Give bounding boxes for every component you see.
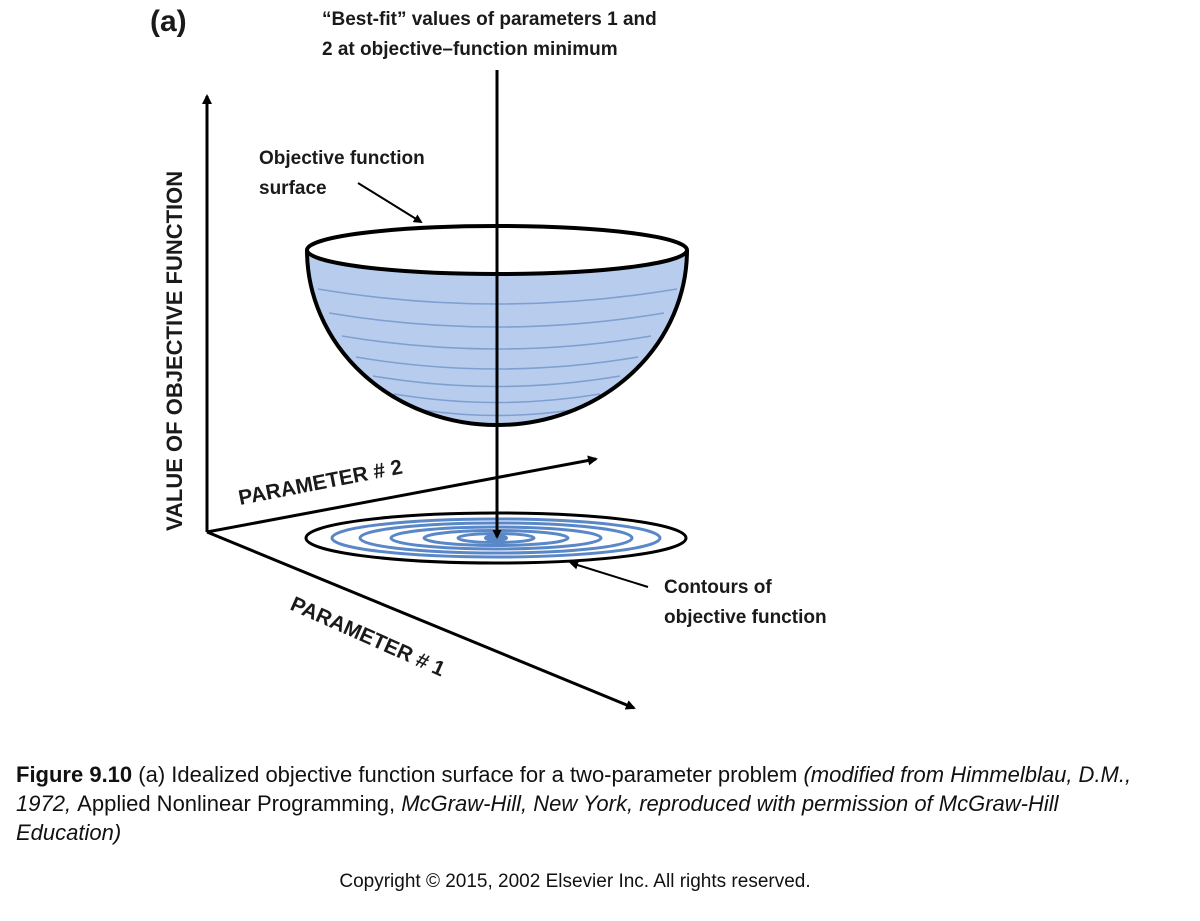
y-axis-label: VALUE OF OBJECTIVE FUNCTION (162, 171, 187, 531)
best-fit-label-line-1: “Best-fit” values of parameters 1 and (322, 9, 657, 30)
contours-label-line-1: Contours of (664, 577, 772, 598)
panel-label: (a) (150, 5, 187, 38)
figure-number: Figure 9.10 (16, 762, 133, 787)
surface-label-line-2: surface (259, 178, 327, 199)
caption-italic-2: McGraw-Hill, New York, reproduced with p… (16, 791, 1059, 845)
parameter-2-axis (206, 455, 598, 534)
figure-caption: Figure 9.10 (a) Idealized objective func… (16, 760, 1166, 847)
caption-text-1: (a) Idealized objective function surface… (132, 762, 804, 787)
surface-label-line-1: Objective function (259, 148, 425, 169)
parameter-1-label: PARAMETER # 1 (287, 593, 449, 682)
parameter-1-axis (206, 530, 636, 710)
best-fit-label-line-2: 2 at objective–function minimum (322, 39, 618, 60)
caption-italic-1: (modified from Himmelblau, D.M., 1972, (16, 762, 1132, 816)
contours-pointer (569, 560, 649, 588)
contours-label-line-2: objective function (664, 607, 827, 628)
copyright-notice: Copyright © 2015, 2002 Elsevier Inc. All… (339, 871, 811, 892)
parameter-2-label: PARAMETER # 2 (237, 456, 405, 510)
caption-text-2: Applied Nonlinear Programming, (77, 791, 402, 816)
objective-function-contours (304, 511, 688, 565)
surface-pointer (357, 182, 423, 224)
